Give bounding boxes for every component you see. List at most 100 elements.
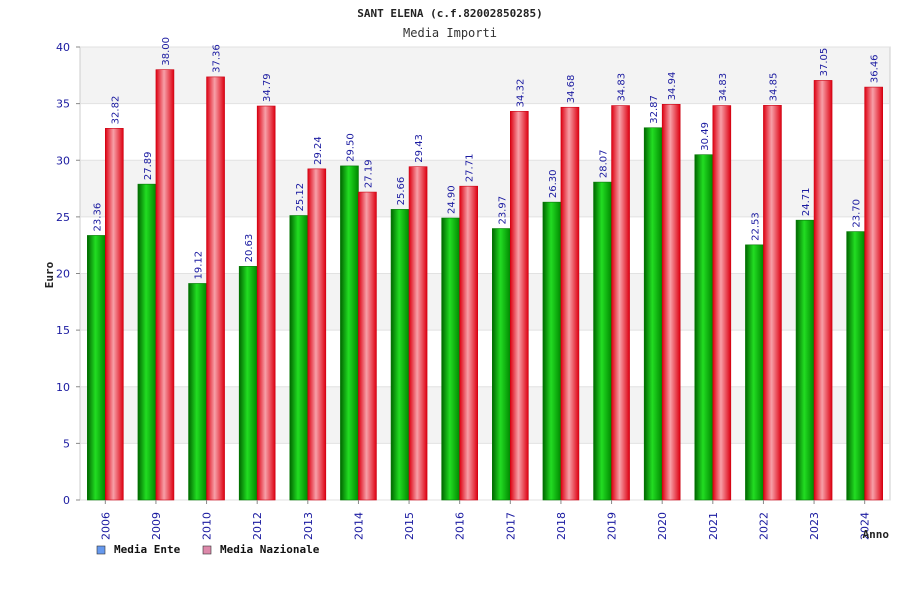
data-label-media-ente: 30.49	[700, 122, 711, 151]
bar-media-ente	[492, 228, 511, 501]
bar-media-nazionale	[256, 105, 276, 501]
data-label-media-nazionale: 34.68	[566, 75, 577, 104]
data-label-media-ente: 23.36	[92, 203, 103, 232]
bars	[87, 69, 883, 501]
x-tick-label: 2012	[251, 512, 264, 540]
data-label-media-ente: 27.89	[143, 152, 154, 181]
x-tick-label: 2020	[656, 512, 669, 540]
bar-media-nazionale	[712, 105, 732, 501]
legend-swatch-nazionale	[202, 545, 212, 555]
data-label-media-ente: 19.12	[194, 251, 205, 280]
data-label-media-ente: 26.30	[548, 170, 559, 199]
bar-media-ente	[441, 217, 460, 501]
x-tick-label: 2018	[555, 512, 568, 540]
data-label-media-nazionale: 29.43	[414, 134, 425, 163]
bar-media-nazionale	[408, 166, 428, 501]
bar-media-ente	[137, 183, 157, 501]
data-label-media-nazionale: 27.19	[363, 159, 374, 188]
data-label-media-ente: 32.87	[649, 95, 660, 124]
data-label-media-nazionale: 38.00	[161, 37, 172, 66]
data-label-media-ente: 25.12	[295, 183, 306, 212]
data-label-media-nazionale: 34.85	[768, 73, 779, 102]
data-label-media-nazionale: 27.71	[465, 154, 476, 183]
y-tick-label: 10	[56, 381, 70, 394]
x-axis-label: Anno	[863, 528, 890, 541]
bar-media-nazionale	[560, 106, 580, 501]
data-label-media-ente: 28.07	[599, 149, 610, 178]
x-tick-label: 2019	[606, 512, 619, 540]
y-tick-label: 35	[56, 98, 70, 111]
x-tick-label: 2014	[352, 512, 365, 540]
data-label-media-nazionale: 34.79	[262, 73, 273, 102]
bar-media-ente	[238, 266, 258, 501]
bar-media-ente	[745, 244, 764, 501]
bar-media-nazionale	[763, 105, 782, 501]
x-tick-label: 2016	[454, 512, 467, 540]
data-label-media-nazionale: 34.94	[667, 72, 678, 101]
data-label-media-nazionale: 36.46	[870, 54, 881, 83]
bar-media-nazionale	[155, 69, 175, 501]
x-tick-label: 2013	[302, 512, 315, 540]
data-labels: 23.36 32.82 27.89 38.00 19.12 37.36 20.63 34.79…	[92, 37, 880, 279]
bar-media-ente	[846, 231, 865, 501]
x-tick-label: 2015	[403, 512, 416, 540]
x-tick-label: 2022	[757, 512, 770, 540]
data-label-media-ente: 23.97	[497, 196, 508, 225]
data-label-media-ente: 29.50	[345, 133, 356, 162]
legend-label-ente: Media Ente	[114, 543, 181, 556]
data-label-media-ente: 25.66	[396, 177, 407, 206]
data-label-media-nazionale: 37.36	[212, 44, 223, 73]
data-label-media-nazionale: 34.83	[718, 73, 729, 102]
bar-media-ente	[390, 209, 410, 501]
y-axis-ticks: 0 5 10 15 20 25 30 35 40	[56, 41, 70, 507]
y-tick-label: 20	[56, 268, 70, 281]
bar-media-ente	[340, 165, 359, 501]
bar-media-nazionale	[105, 128, 124, 501]
legend-label-nazionale: Media Nazionale	[220, 543, 320, 556]
x-tick-label: 2009	[150, 512, 163, 540]
x-tick-label: 2024	[859, 512, 872, 540]
data-label-media-ente: 24.90	[447, 185, 458, 214]
legend-swatch-ente	[96, 545, 106, 555]
x-tick-label: 2006	[99, 512, 112, 540]
y-tick-label: 40	[56, 41, 70, 54]
data-label-media-ente: 20.63	[244, 234, 255, 263]
chart-subtitle: Media Importi	[403, 26, 497, 40]
bar-media-nazionale	[864, 86, 883, 501]
x-tick-label: 2017	[504, 512, 517, 540]
y-tick-label: 30	[56, 154, 70, 167]
x-tick-label: 2023	[808, 512, 821, 540]
bar-media-ente	[593, 181, 612, 501]
bar-media-nazionale	[358, 191, 377, 501]
chart-title: SANT ELENA (c.f.82002850285)	[357, 7, 542, 20]
bar-media-ente	[87, 235, 106, 501]
x-axis-ticks: 2006 2009 2010 2012 2013 2014 2015 2016 2017 2018…	[99, 500, 872, 540]
data-label-media-nazionale: 34.83	[617, 73, 628, 102]
y-tick-label: 15	[56, 324, 70, 337]
bar-media-ente	[188, 283, 207, 501]
x-tick-label: 2021	[707, 512, 720, 540]
y-axis-label: Euro	[43, 261, 56, 288]
bar-media-ente	[795, 219, 815, 501]
y-tick-label: 25	[56, 211, 70, 224]
data-label-media-nazionale: 32.82	[110, 96, 121, 125]
x-tick-label: 2010	[201, 512, 214, 540]
data-label-media-nazionale: 34.32	[515, 79, 526, 108]
bar-media-nazionale	[307, 168, 327, 501]
data-label-media-ente: 22.53	[750, 212, 761, 241]
data-label-media-nazionale: 29.24	[313, 136, 324, 165]
y-tick-label: 5	[63, 437, 70, 450]
bar-media-nazionale	[813, 80, 833, 501]
data-label-media-ente: 23.70	[852, 199, 863, 228]
legend: Media Ente Media Nazionale	[96, 543, 320, 556]
bar-media-ente	[289, 215, 309, 501]
bar-media-ente	[542, 201, 562, 501]
y-tick-label: 0	[63, 494, 70, 507]
bar-media-nazionale	[661, 104, 681, 501]
bar-media-nazionale	[510, 111, 529, 501]
bar-media-ente	[694, 154, 714, 501]
bar-media-nazionale	[611, 105, 630, 501]
data-label-media-nazionale: 37.05	[819, 48, 830, 77]
bar-media-nazionale	[459, 185, 478, 501]
